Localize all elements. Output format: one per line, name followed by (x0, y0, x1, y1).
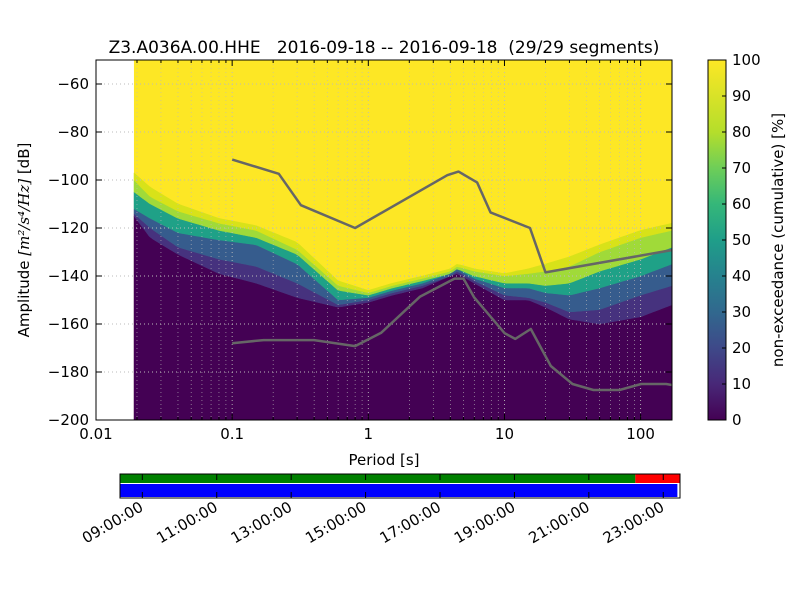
x-axis-ticks: 0.01 0.1 1 10 100 (79, 60, 655, 443)
timeline-tick-label: 23:00:00 (600, 498, 667, 547)
timeline-tick-label: 17:00:00 (377, 498, 444, 547)
colorbar-tick-label: 60 (732, 195, 751, 213)
y-axis-ticks: −200 −180 −160 −140 −120 −100 −80 −60 (48, 75, 672, 429)
grid (96, 60, 672, 420)
y-axis-label-suffix: [dB] (15, 143, 33, 179)
colorbar-ticks: 0 10 20 30 40 50 60 70 80 90 100 (722, 51, 761, 429)
timeline-psd-used-bar (120, 484, 678, 497)
y-axis-label: Amplitude [m²/s⁴/Hz] [dB] (15, 143, 33, 338)
y-tick-label: −120 (48, 219, 89, 237)
y-tick-label: −80 (57, 123, 89, 141)
y-tick-label: −140 (48, 267, 89, 285)
x-tick-label: 1 (364, 425, 374, 443)
plot-frame (95, 59, 673, 421)
band-100-percent (133, 172, 672, 294)
x-tick-label: 100 (626, 425, 655, 443)
x-tick-label: 0.01 (79, 425, 112, 443)
colorbar-tick-label: 50 (732, 231, 751, 249)
timeline-bars (120, 474, 680, 497)
heatmap (133, 60, 672, 420)
timeline-tick-label: 19:00:00 (451, 498, 518, 547)
series-line-nlnm (232, 277, 672, 392)
colorbar-tick-label: 100 (732, 51, 761, 69)
y-axis-label-units: [m²/s⁴/Hz] (15, 179, 33, 256)
timeline-tick-label: 11:00:00 (153, 498, 220, 547)
timeline-tick-label: 13:00:00 (228, 498, 295, 547)
colorbar: 0 10 20 30 40 50 60 70 80 90 100 non-exceedance (c… (707, 51, 787, 429)
timeline-data-available-bar (120, 474, 636, 483)
data-timeline: 09:00:00 11:00:00 13:00:00 15:00:00 17:00:00… (79, 473, 681, 547)
noise-model-curves (231, 158, 672, 392)
y-tick-label: −160 (48, 315, 89, 333)
y-tick-label: −100 (48, 171, 89, 189)
x-tick-label: 0.1 (220, 425, 244, 443)
timeline-tick-label: 21:00:00 (525, 498, 592, 547)
y-tick-label: −60 (57, 75, 89, 93)
colorbar-tick-label: 40 (732, 267, 751, 285)
colorbar-tick-label: 30 (732, 303, 751, 321)
timeline-frame (119, 473, 681, 499)
timeline-tick-label: 15:00:00 (302, 498, 369, 547)
timeline-tick-label: 09:00:00 (79, 498, 146, 547)
colorbar-tick-label: 20 (732, 339, 751, 357)
colorbar-tick-label: 80 (732, 123, 751, 141)
colorbar-tick-label: 10 (732, 375, 751, 393)
colorbar-tick-label: 90 (732, 87, 751, 105)
plot-area: 0.01 0.1 1 10 100 −200 −180 −160 −140 −120 −100 −8… (48, 59, 673, 443)
chart-title: Z3.A036A.00.HHE 2016-09-18 -- 2016-09-18… (109, 38, 660, 58)
x-axis-label: Period [s] (348, 451, 419, 469)
x-tick-label: 10 (495, 425, 514, 443)
y-tick-label: −200 (48, 411, 89, 429)
timeline-gap-bar (635, 474, 680, 483)
colorbar-tick-label: 70 (732, 159, 751, 177)
series-line-nhnm (231, 158, 672, 274)
y-tick-label: −180 (48, 363, 89, 381)
colorbar-label: non-exceedance (cumulative) [%] (769, 113, 787, 367)
y-axis-label-main: Amplitude (15, 256, 33, 338)
colorbar-tick-label: 0 (732, 411, 742, 429)
